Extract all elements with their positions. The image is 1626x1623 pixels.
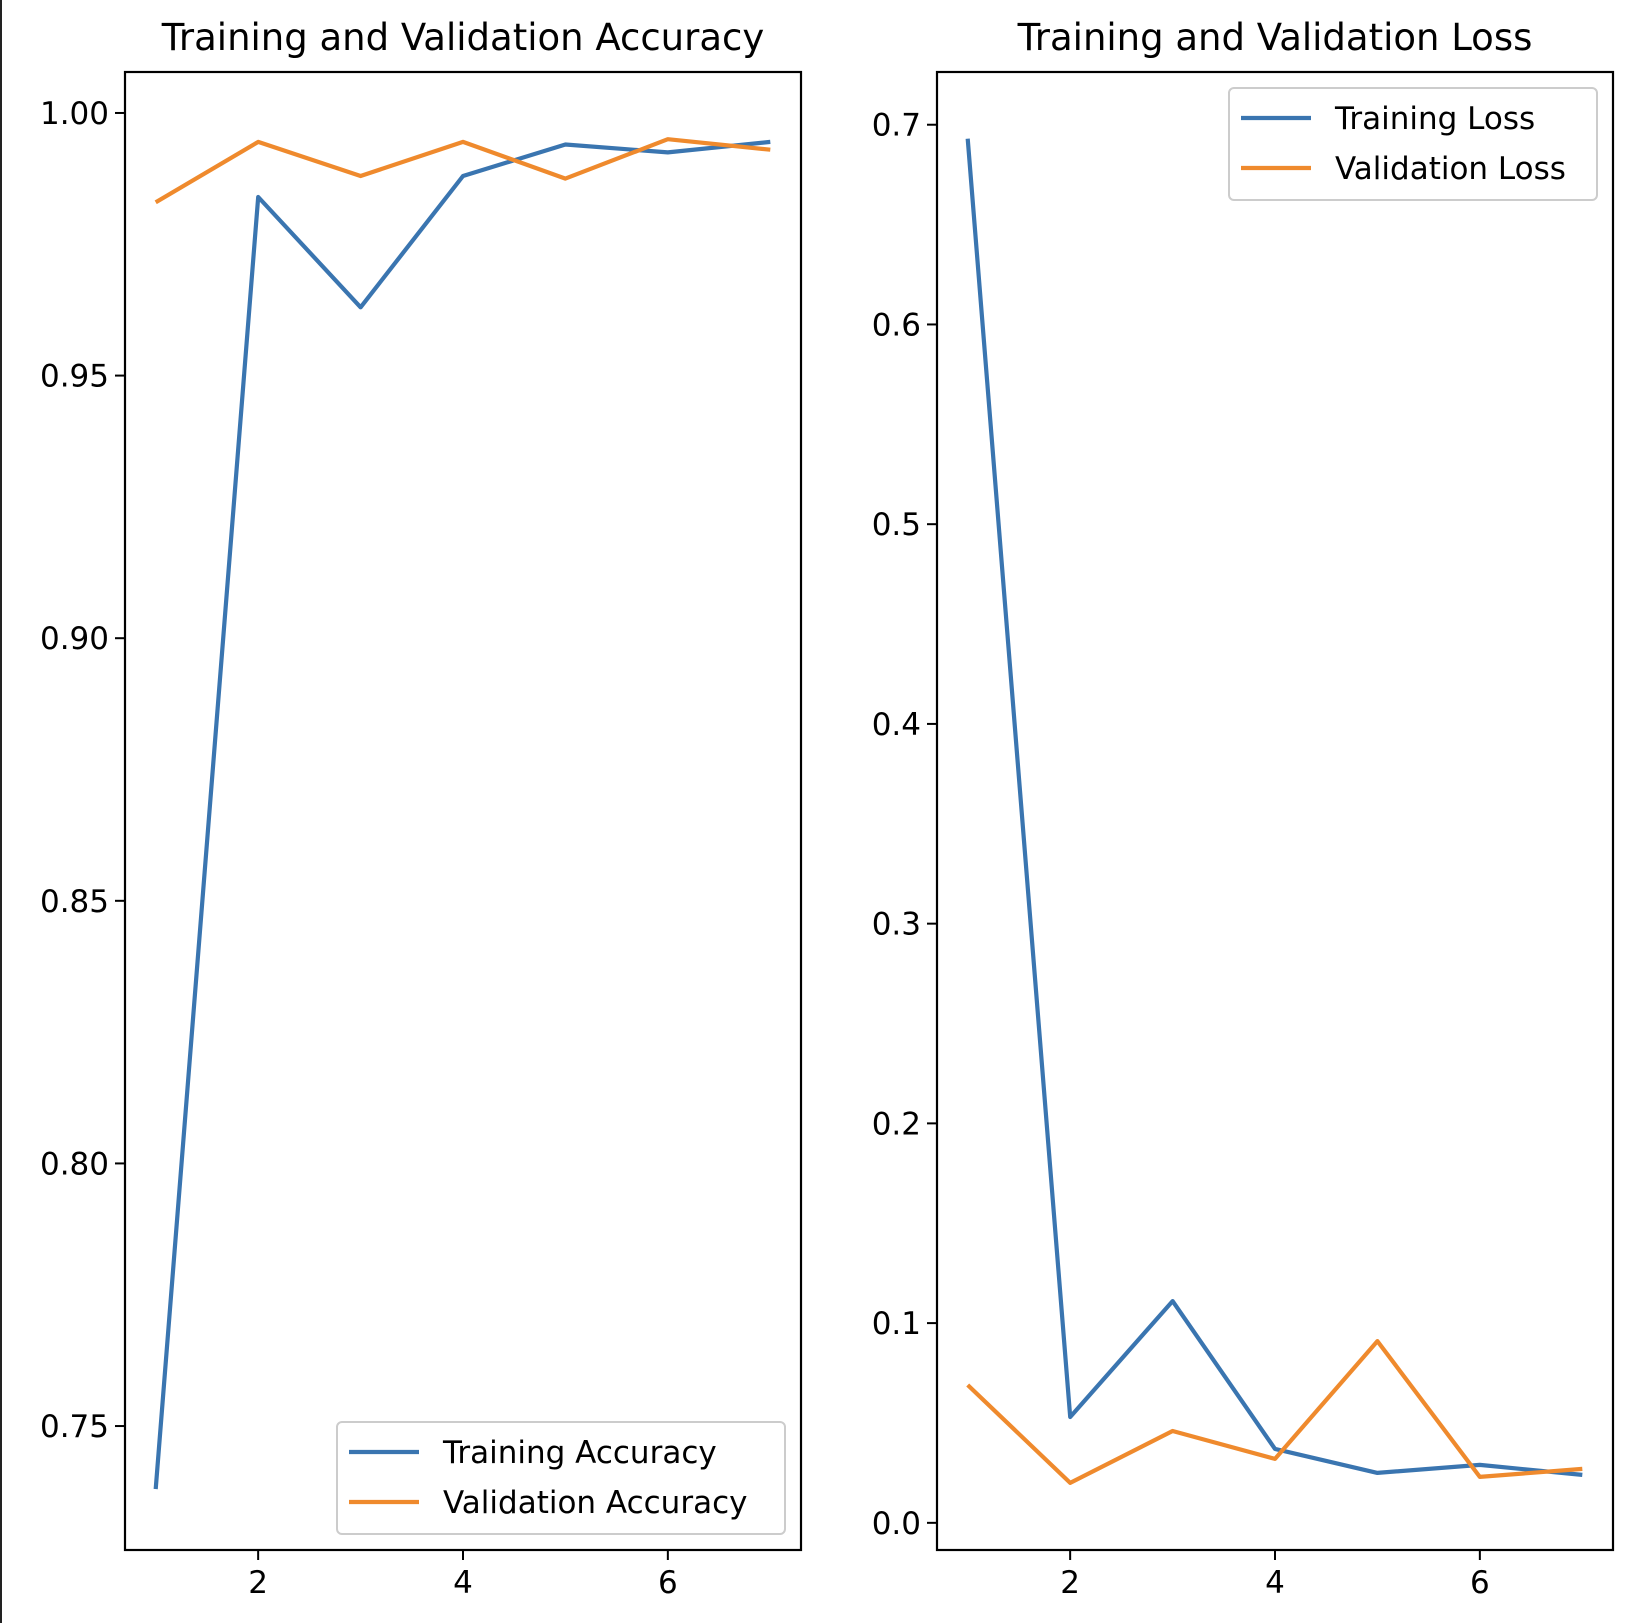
chart1-series-validation-line — [154, 137, 771, 205]
chart2: Training and Validation Loss 2 4 6 0.0 0.1 0.2… — [872, 16, 1615, 1601]
window-edge — [0, 0, 2, 1623]
chart1-legend-label: Validation Accuracy — [443, 1485, 747, 1521]
chart2-legend-box — [1228, 87, 1598, 201]
chart2-title: Training and Validation Loss — [1017, 16, 1533, 59]
chart1-ytick-label: 0.90 — [40, 621, 109, 657]
chart1-ytick-label: 1.00 — [40, 96, 109, 132]
chart2-ytick-label: 0.0 — [872, 1506, 921, 1542]
chart2-ytick-label: 0.4 — [872, 707, 921, 743]
chart2-xtick-label: 2 — [1060, 1565, 1080, 1601]
chart2-xtick-label: 4 — [1265, 1565, 1285, 1601]
chart2-series-training-line — [965, 138, 1583, 1477]
chart2-ytick-label: 0.5 — [872, 507, 921, 543]
chart2-legend-label: Training Loss — [1334, 101, 1535, 137]
chart1-ytick-label: 0.80 — [40, 1146, 109, 1182]
chart1-axes-frame — [123, 70, 803, 1552]
chart2-legend-label: Validation Loss — [1335, 151, 1566, 187]
chart2-ytick-label: 0.7 — [872, 108, 921, 144]
chart2-ytick-label: 0.3 — [872, 907, 921, 943]
chart1-series-training-line — [153, 139, 771, 1490]
chart1-xtick-label: 6 — [658, 1565, 678, 1601]
chart1-ytick-label: 0.75 — [40, 1409, 109, 1445]
chart1-legend-label: Training Accuracy — [442, 1435, 717, 1471]
chart1-ytick-label: 0.95 — [40, 359, 109, 395]
chart2-ytick-label: 0.1 — [872, 1306, 921, 1342]
chart2-legend: Training Loss Validation Loss — [1228, 87, 1598, 201]
chart1-title: Training and Validation Accuracy — [161, 16, 765, 59]
chart2-ytick-label: 0.2 — [872, 1106, 921, 1142]
chart1-legend-box — [336, 1421, 786, 1535]
chart1-xtick-label: 2 — [248, 1565, 268, 1601]
chart2-ytick-label: 0.6 — [872, 307, 921, 343]
chart1-xtick-label: 4 — [453, 1565, 473, 1601]
chart1: Training and Validation Accuracy 2 4 6 0.75 0… — [40, 16, 803, 1601]
chart2-xtick-label: 6 — [1470, 1565, 1490, 1601]
chart2-axes-frame — [935, 70, 1615, 1552]
chart1-ytick-label: 0.85 — [40, 884, 109, 920]
chart2-series-validation-line — [966, 1338, 1583, 1486]
chart1-legend: Training Accuracy Validation Accuracy — [336, 1421, 786, 1535]
